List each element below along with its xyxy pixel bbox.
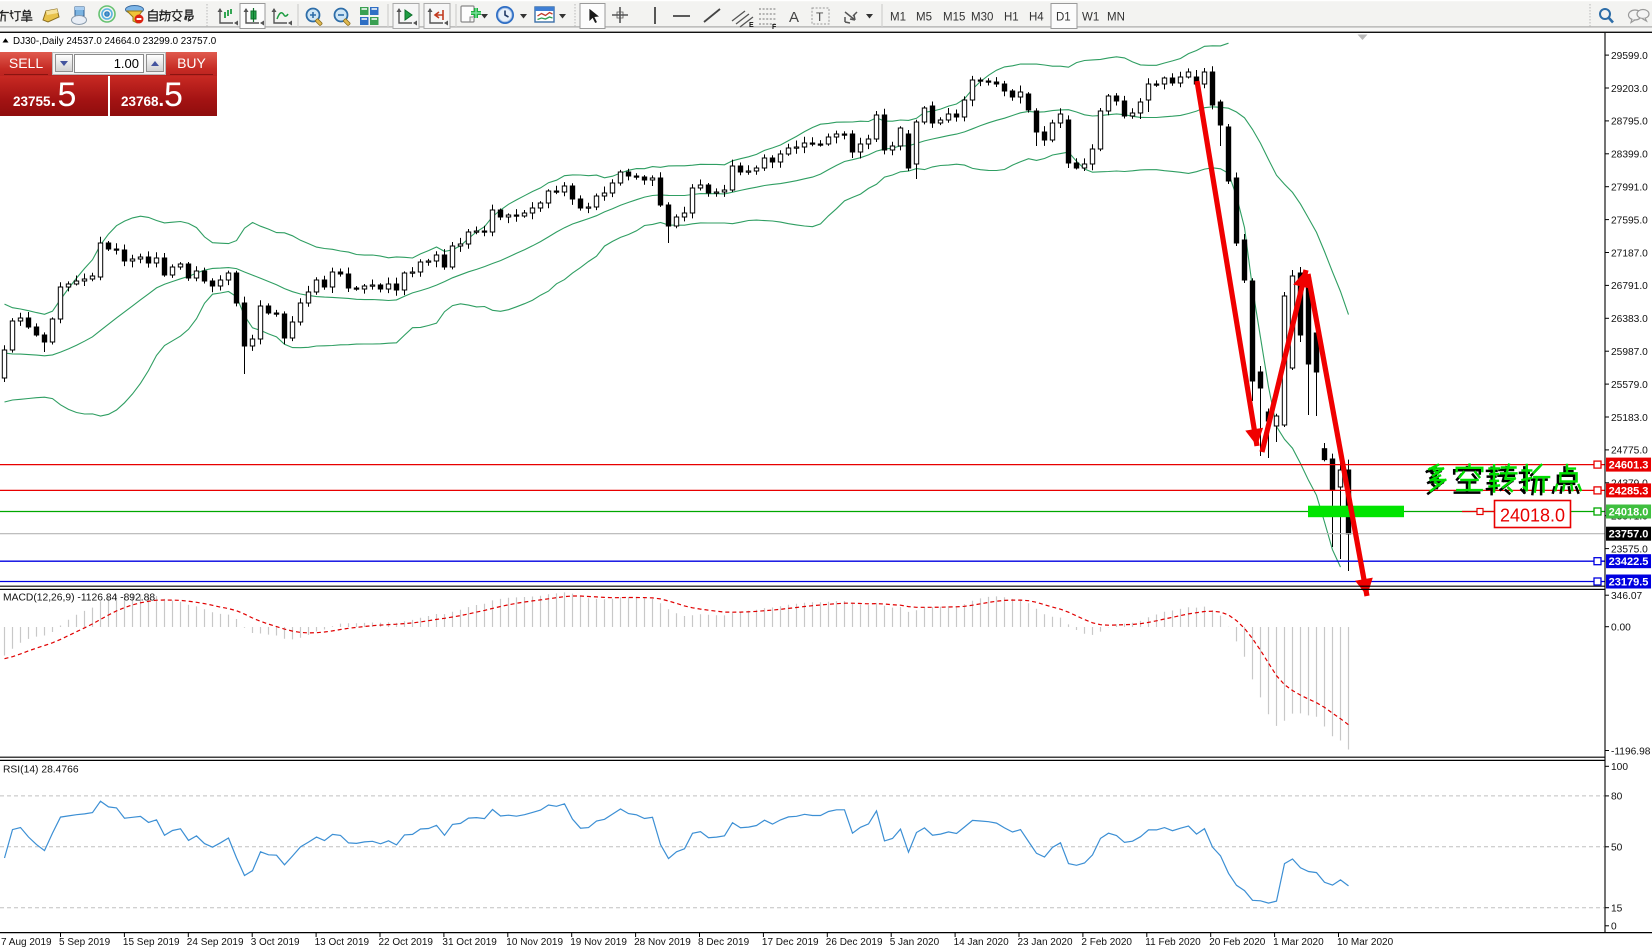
svg-text:26 Dec 2019: 26 Dec 2019 xyxy=(826,937,883,948)
svg-text:28 Nov 2019: 28 Nov 2019 xyxy=(634,937,691,948)
svg-text:17 Dec 2019: 17 Dec 2019 xyxy=(762,937,819,948)
svg-text:DJ30-,Daily 24537.0 24664.0 2: DJ30-,Daily 24537.0 24664.0 23299.0 2375… xyxy=(13,36,217,47)
svg-text:MN: MN xyxy=(1107,12,1125,24)
svg-text:27595.0: 27595.0 xyxy=(1611,215,1648,226)
svg-text:0.00: 0.00 xyxy=(1611,623,1631,634)
svg-text:25183.0: 25183.0 xyxy=(1611,413,1648,424)
svg-text:D1: D1 xyxy=(1056,12,1071,24)
svg-text:M1: M1 xyxy=(890,12,906,24)
svg-text:15: 15 xyxy=(1611,904,1623,915)
svg-text:24018.0: 24018.0 xyxy=(1500,506,1565,526)
svg-text:H4: H4 xyxy=(1029,12,1044,24)
svg-text:25987.0: 25987.0 xyxy=(1611,347,1648,358)
svg-text:23757.0: 23757.0 xyxy=(1609,529,1649,541)
svg-text:-1196.98: -1196.98 xyxy=(1611,746,1651,757)
svg-text:M15: M15 xyxy=(943,12,965,24)
svg-text:28795.0: 28795.0 xyxy=(1611,117,1648,128)
svg-text:23422.5: 23422.5 xyxy=(1609,556,1649,568)
svg-text:20 Feb 2020: 20 Feb 2020 xyxy=(1209,937,1266,948)
svg-text:27187.0: 27187.0 xyxy=(1611,248,1648,259)
svg-text:10 Mar 2020: 10 Mar 2020 xyxy=(1337,937,1394,948)
svg-text:3 Oct 2019: 3 Oct 2019 xyxy=(251,937,300,948)
svg-text:T: T xyxy=(816,10,824,24)
svg-text:0: 0 xyxy=(1611,922,1617,933)
svg-text:24775.0: 24775.0 xyxy=(1611,446,1648,457)
svg-text:346.07: 346.07 xyxy=(1611,591,1642,602)
svg-text:23 Jan 2020: 23 Jan 2020 xyxy=(1018,937,1073,948)
svg-text:11 Feb 2020: 11 Feb 2020 xyxy=(1145,937,1201,948)
svg-text:26791.0: 26791.0 xyxy=(1611,281,1648,292)
svg-text:F: F xyxy=(772,24,777,31)
svg-text:15 Sep 2019: 15 Sep 2019 xyxy=(123,937,180,948)
svg-text:5 Sep 2019: 5 Sep 2019 xyxy=(59,937,111,948)
svg-text:23179.5: 23179.5 xyxy=(1609,577,1649,589)
svg-text:19 Nov 2019: 19 Nov 2019 xyxy=(570,937,627,948)
svg-text:24 Sep 2019: 24 Sep 2019 xyxy=(187,937,244,948)
svg-text:50: 50 xyxy=(1611,843,1623,854)
svg-text:RSI(14) 28.4766: RSI(14) 28.4766 xyxy=(3,765,79,776)
svg-text:27991.0: 27991.0 xyxy=(1611,183,1648,194)
svg-text:A: A xyxy=(789,9,799,26)
svg-text:100: 100 xyxy=(1611,762,1628,773)
svg-text:24285.3: 24285.3 xyxy=(1609,485,1649,497)
svg-text:13 Oct 2019: 13 Oct 2019 xyxy=(315,937,370,948)
svg-text:M5: M5 xyxy=(916,12,932,24)
svg-text:E: E xyxy=(749,22,754,29)
svg-text:24018.0: 24018.0 xyxy=(1609,507,1649,519)
svg-text:29599.0: 29599.0 xyxy=(1611,51,1648,62)
svg-text:31 Oct 2019: 31 Oct 2019 xyxy=(442,937,497,948)
svg-text:8 Dec 2019: 8 Dec 2019 xyxy=(698,937,750,948)
svg-text:7 Aug 2019: 7 Aug 2019 xyxy=(1,937,52,948)
svg-text:25579.0: 25579.0 xyxy=(1611,380,1648,391)
svg-text:MACD(12,26,9) -1126.84 -892.88: MACD(12,26,9) -1126.84 -892.88 xyxy=(3,593,155,604)
svg-text:14 Jan 2020: 14 Jan 2020 xyxy=(954,937,1009,948)
svg-text:2 Feb 2020: 2 Feb 2020 xyxy=(1081,937,1132,948)
svg-text:24601.3: 24601.3 xyxy=(1609,460,1649,472)
svg-text:5 Jan 2020: 5 Jan 2020 xyxy=(890,937,940,948)
svg-text:W1: W1 xyxy=(1082,12,1099,24)
svg-text:M30: M30 xyxy=(971,12,993,24)
svg-text:H1: H1 xyxy=(1004,12,1019,24)
svg-text:23575.0: 23575.0 xyxy=(1611,544,1648,555)
svg-text:10 Nov 2019: 10 Nov 2019 xyxy=(506,937,563,948)
svg-text:28399.0: 28399.0 xyxy=(1611,150,1648,161)
svg-text:1 Mar 2020: 1 Mar 2020 xyxy=(1273,937,1324,948)
svg-text:26383.0: 26383.0 xyxy=(1611,314,1648,325)
svg-text:22 Oct 2019: 22 Oct 2019 xyxy=(379,937,434,948)
svg-text:80: 80 xyxy=(1611,792,1623,803)
svg-text:29203.0: 29203.0 xyxy=(1611,84,1648,95)
